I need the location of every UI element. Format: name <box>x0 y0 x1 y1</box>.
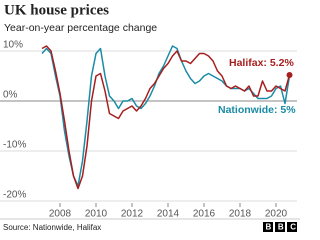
x-tick-label: 2012 <box>121 209 144 220</box>
page: {"chart_data":{"type":"line","title":"UK… <box>0 2 301 233</box>
annotation: Halifax: 5.2% <box>229 57 294 69</box>
x-tick-label: 2010 <box>85 209 108 220</box>
logo-box <box>287 222 297 232</box>
x-tick-label: 2018 <box>229 209 252 220</box>
chart-title: UK house prices <box>4 2 109 18</box>
x-tick-label: 2014 <box>157 209 180 220</box>
plot-area: 10% 0% -10% -20% 2008 2010 2012 2014 2016 2018 202… <box>0 40 297 220</box>
source: Source: Nationwide, Halifax <box>3 223 101 232</box>
logo-box <box>275 222 285 232</box>
y-tick-label: -20% <box>3 190 26 201</box>
series-line <box>41 45 291 190</box>
x-tick-label: 2020 <box>265 209 288 220</box>
y-tick-label: -10% <box>3 140 26 151</box>
logo-text: BBC <box>266 223 301 232</box>
logo: BBC <box>263 222 301 232</box>
annotation: Nationwide: 5% <box>218 104 296 116</box>
y-tick-label: 0% <box>3 90 18 101</box>
series-line <box>41 45 291 187</box>
logo-box <box>263 222 273 232</box>
chart: UK house prices Year-on-year percentage … <box>0 2 301 232</box>
chart-subtitle: Year-on-year percentage change <box>4 22 157 34</box>
end-dot <box>286 72 293 78</box>
y-tick-label: 10% <box>3 40 23 51</box>
x-tick-label: 2016 <box>193 209 216 220</box>
x-tick-label: 2008 <box>49 209 72 220</box>
